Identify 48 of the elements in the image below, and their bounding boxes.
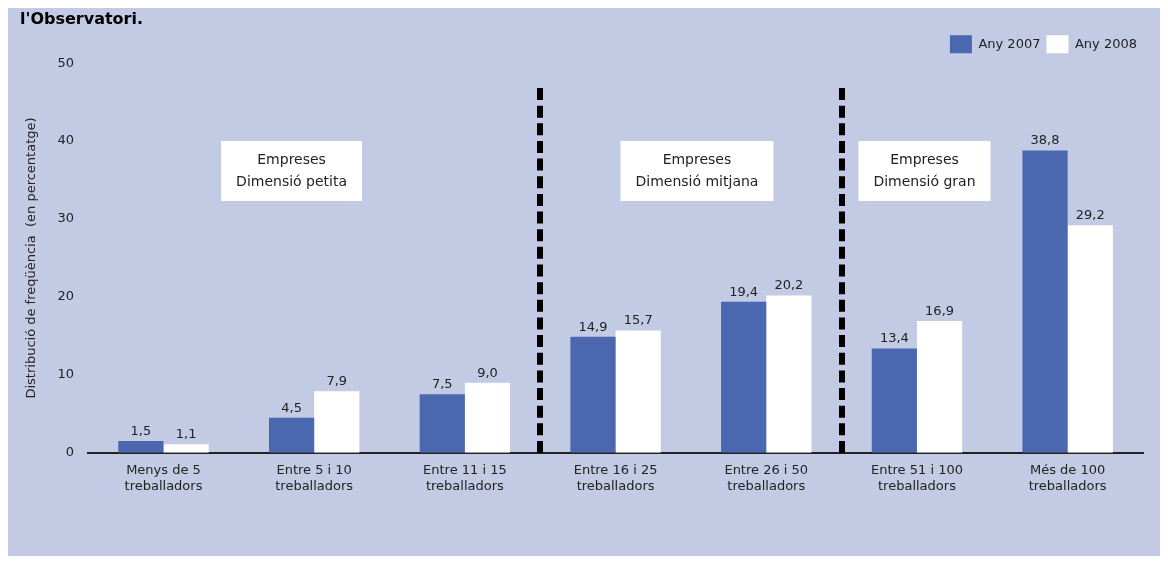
bar bbox=[1022, 150, 1068, 453]
annotation: Empreses Dimensió petita bbox=[236, 150, 348, 189]
data-label: 9,0 bbox=[477, 364, 498, 380]
x-tick-label: Menys de 5 treballadors bbox=[124, 461, 203, 493]
bar bbox=[419, 394, 465, 453]
bar bbox=[163, 444, 209, 453]
legend-label: Any 2008 bbox=[1074, 35, 1137, 51]
data-label: 19,4 bbox=[729, 283, 759, 299]
bar bbox=[766, 295, 812, 453]
chart-title: l'Observatori. bbox=[20, 8, 144, 28]
data-label: 1,5 bbox=[130, 422, 152, 438]
x-tick-label: Entre 16 i 25 treballadors bbox=[573, 461, 658, 493]
legend-label: Any 2007 bbox=[978, 35, 1041, 51]
bar bbox=[570, 336, 616, 453]
data-label: 7,9 bbox=[326, 373, 348, 389]
bar bbox=[1067, 225, 1113, 453]
x-tick-label: Més de 100 treballadors bbox=[1028, 461, 1107, 493]
y-tick-label: 40 bbox=[57, 132, 75, 148]
y-tick-label: 30 bbox=[57, 210, 75, 226]
bar bbox=[871, 348, 917, 453]
data-label: 14,9 bbox=[578, 318, 608, 334]
annotation: Empreses Dimensió mitjana bbox=[635, 150, 759, 189]
y-tick-label: 50 bbox=[57, 54, 75, 70]
x-tick-label: Entre 11 i 15 treballadors bbox=[423, 461, 507, 493]
y-tick-label: 10 bbox=[57, 366, 75, 382]
bar bbox=[118, 441, 164, 453]
y-tick-label: 20 bbox=[57, 288, 75, 304]
bar bbox=[314, 391, 360, 453]
bar bbox=[464, 382, 511, 453]
y-axis-title: Distribució de freqüència (en percentatge) bbox=[23, 117, 39, 399]
data-label: 29,2 bbox=[1075, 207, 1105, 223]
data-label: 16,9 bbox=[925, 302, 955, 318]
annotation: Empreses Dimensió gran bbox=[873, 150, 976, 189]
x-tick-label: Entre 26 i 50 treballadors bbox=[724, 461, 809, 493]
bar bbox=[721, 301, 767, 453]
data-label: 20,2 bbox=[774, 277, 804, 293]
data-label: 7,5 bbox=[431, 376, 453, 392]
x-tick-label: Entre 51 i 100 treballadors bbox=[870, 461, 963, 493]
bar bbox=[268, 417, 315, 453]
data-label: 15,7 bbox=[623, 312, 653, 328]
data-label: 38,8 bbox=[1030, 132, 1060, 148]
y-tick-label: 0 bbox=[65, 444, 75, 460]
bar bbox=[615, 330, 661, 453]
data-label: 13,4 bbox=[879, 330, 909, 346]
bar bbox=[916, 321, 963, 453]
data-label: 4,5 bbox=[281, 399, 302, 415]
x-tick-label: Entre 5 i 10 treballadors bbox=[275, 461, 354, 493]
data-label: 1,1 bbox=[175, 426, 197, 442]
